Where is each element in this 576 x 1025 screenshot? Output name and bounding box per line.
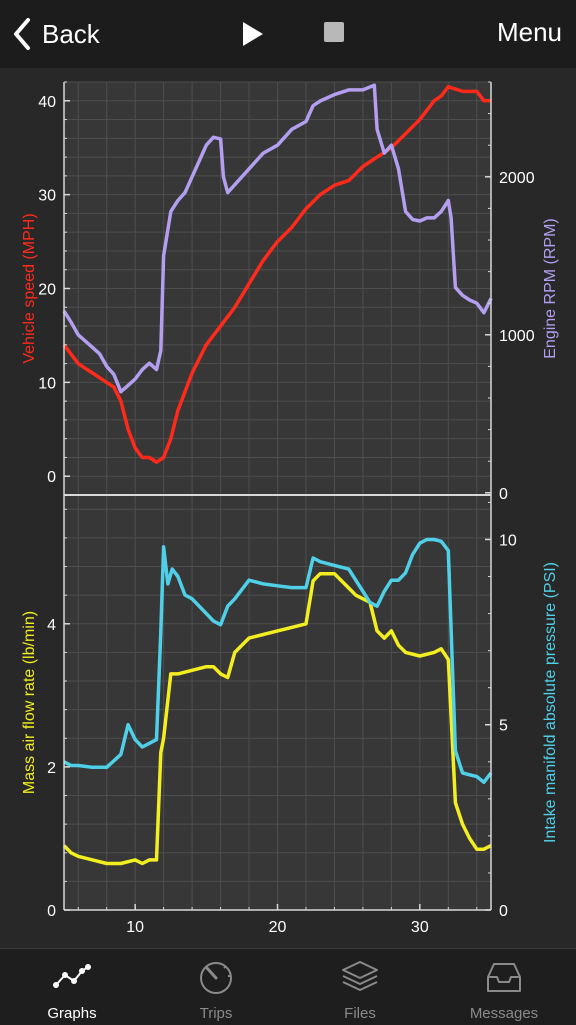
tab-messages-label: Messages [469, 1005, 539, 1022]
y-left-tick-label: 40 [38, 94, 56, 111]
chart-panel-2: 0 2 4 0 5 10 Mass air flow rate (lb/min) Intake… [21, 495, 559, 920]
graph-icon [53, 964, 91, 988]
y-right-axis-label: Engine RPM (RPM) [542, 218, 559, 358]
y-left-tick-label: 2 [47, 760, 56, 777]
y-left-axis-label: Vehicle speed (MPH) [21, 213, 38, 363]
chevron-left-icon [14, 18, 30, 50]
x-tick-label: 30 [411, 919, 429, 936]
y-right-tick-label: 2000 [499, 170, 535, 187]
tab-bar: Graphs Trips Files Messages [0, 948, 576, 1025]
y-right-tick-label: 0 [499, 486, 508, 503]
y-right-tick-label: 5 [499, 718, 508, 735]
series-line-2 [63, 537, 493, 784]
tab-files[interactable]: Files [288, 949, 432, 1025]
series-line-1 [62, 571, 492, 866]
tab-trips[interactable]: Trips [144, 949, 288, 1025]
y-left-tick-label: 30 [38, 188, 56, 205]
stop-icon[interactable] [324, 22, 344, 42]
y-left-tick-label: 10 [38, 375, 56, 392]
x-tick-label: 10 [126, 919, 144, 936]
inbox-icon [487, 963, 521, 992]
tab-graphs[interactable]: Graphs [0, 949, 144, 1025]
series-line-2 [62, 83, 493, 394]
tab-graphs-label: Graphs [47, 1005, 97, 1022]
x-tick-label: 20 [269, 919, 287, 936]
back-label: Back [42, 18, 100, 49]
y-right-tick-label: 0 [499, 903, 508, 920]
y-left-tick-label: 0 [47, 903, 56, 920]
y-right-tick-label: 10 [499, 532, 517, 549]
speedometer-icon [200, 962, 232, 994]
y-left-tick-label: 4 [47, 617, 56, 634]
tab-trips-label: Trips [199, 1005, 233, 1022]
y-left-axis-label: Mass air flow rate (lb/min) [21, 611, 38, 794]
y-left-tick-label: 20 [38, 282, 56, 299]
menu-button[interactable]: Menu [496, 17, 562, 47]
y-left-tick-label: 0 [47, 469, 56, 486]
layers-icon [342, 961, 378, 991]
back-button[interactable]: Back [10, 14, 100, 54]
tab-messages[interactable]: Messages [432, 949, 576, 1025]
series-line-1 [62, 84, 491, 464]
navigation-bar: Back Menu [0, 0, 576, 68]
y-right-axis-label: Intake manifold absolute pressure (PSI) [542, 562, 559, 843]
play-icon[interactable] [238, 20, 266, 48]
chart-panel-1: 0 10 20 30 40 0 1000 2000 Vehicle speed (MPH) Eng… [21, 81, 559, 503]
tab-files-label: Files [344, 1005, 376, 1022]
y-right-tick-label: 1000 [499, 328, 535, 345]
